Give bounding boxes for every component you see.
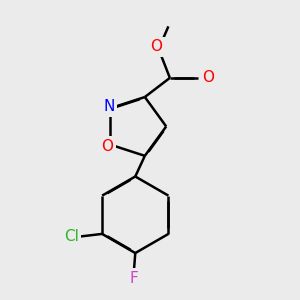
Text: O: O <box>151 40 163 55</box>
Text: F: F <box>129 271 138 286</box>
Text: O: O <box>101 139 113 154</box>
Text: N: N <box>103 99 115 114</box>
Text: Cl: Cl <box>64 230 79 244</box>
Text: O: O <box>202 70 214 86</box>
